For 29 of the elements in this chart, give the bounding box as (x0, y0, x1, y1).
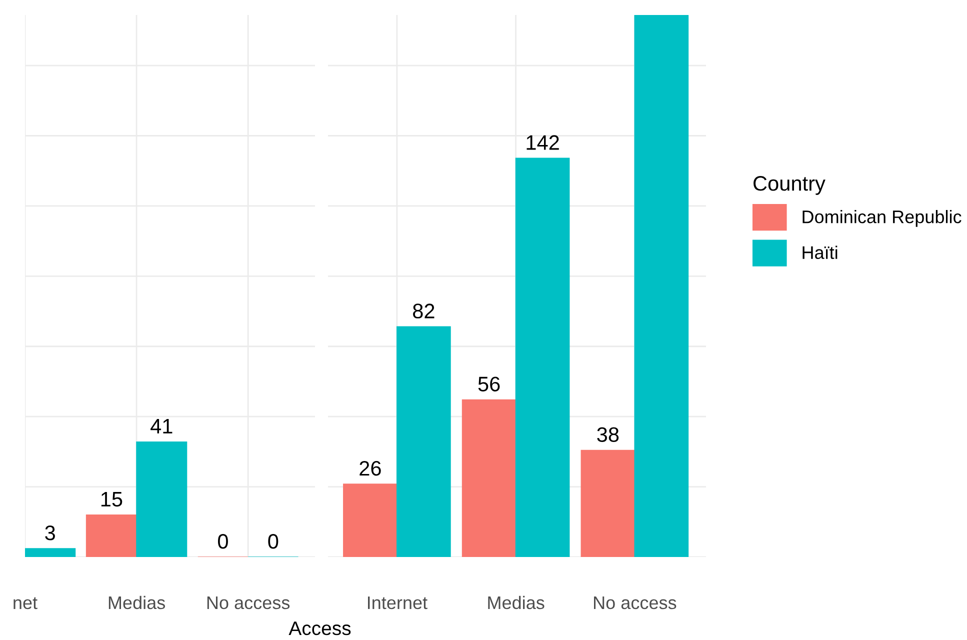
data-label: 38 (597, 427, 619, 442)
bar (580, 450, 636, 557)
data-label: 56 (478, 376, 500, 392)
data-label: 3 (45, 526, 55, 540)
data-label: 26 (360, 460, 381, 476)
x-tick-label: No access (207, 596, 290, 610)
data-label: 142 (526, 135, 559, 150)
data-label: 0 (268, 534, 278, 549)
bar (634, 15, 689, 557)
bar (462, 399, 516, 557)
x-axis-title: Access (288, 622, 351, 636)
bar (396, 326, 451, 557)
data-label: 15 (101, 492, 122, 507)
bar (343, 484, 398, 557)
bar (515, 158, 570, 557)
x-tick-label: Medias (488, 596, 544, 610)
data-label: 82 (413, 304, 434, 318)
data-label: 41 (150, 419, 172, 434)
legend-label: Haïti (802, 246, 838, 260)
legend-label: Dominican Republic (802, 210, 962, 227)
x-tick-label: net (14, 597, 38, 610)
x-tick-label: No access (594, 596, 676, 610)
data-label: 0 (218, 534, 228, 549)
legend-title: Country (754, 176, 826, 195)
x-tick-label: Internet (368, 596, 428, 610)
bar (136, 441, 188, 557)
bar (86, 514, 137, 557)
bar (25, 548, 76, 557)
x-tick-label: Medias (108, 596, 165, 610)
